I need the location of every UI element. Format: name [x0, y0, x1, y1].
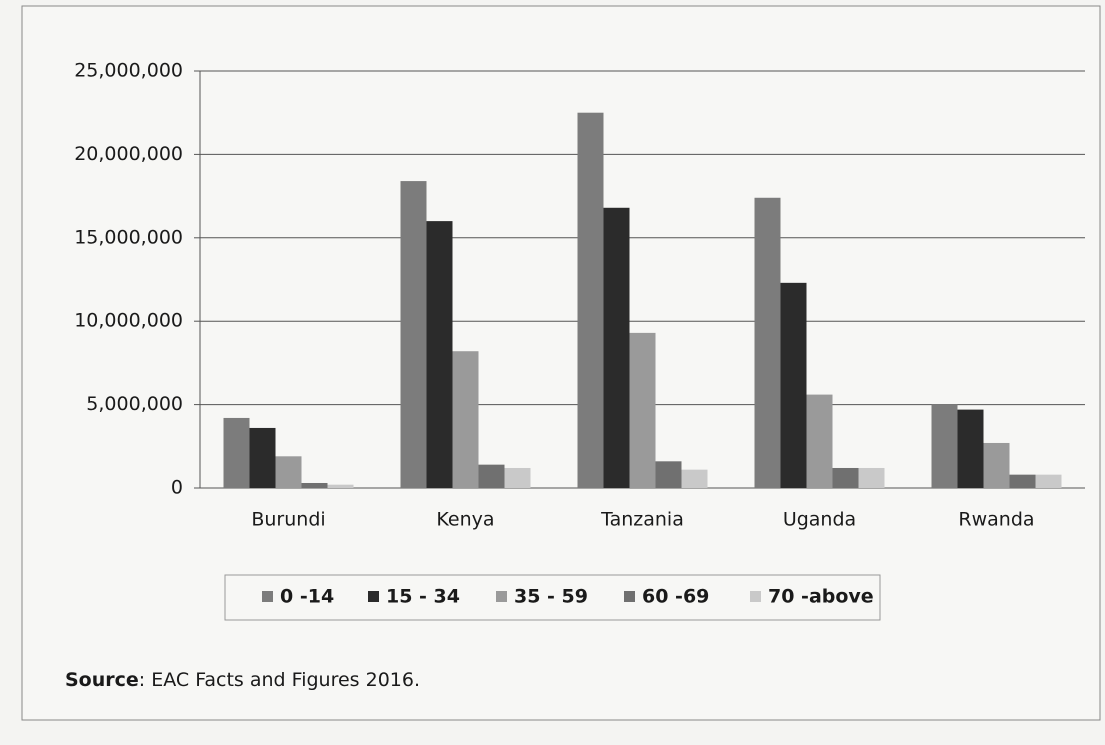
bar	[629, 332, 656, 488]
bar	[249, 427, 276, 488]
x-tick-label: Burundi	[251, 509, 325, 531]
source-label: Source	[65, 669, 139, 691]
y-tick-label: 20,000,000	[74, 143, 183, 165]
bar	[223, 417, 250, 488]
legend-swatch	[262, 591, 273, 602]
x-tick-label: Tanzania	[600, 509, 684, 531]
legend: 0 -14 15 - 34 35 - 59 60 -69 70 -above	[224, 574, 881, 621]
y-tick-label: 15,000,000	[74, 226, 183, 248]
y-tick-label: 0	[171, 477, 183, 499]
legend-label: 15 - 34	[386, 586, 460, 608]
source-text: : EAC Facts and Figures 2016.	[139, 669, 420, 691]
bar	[400, 181, 427, 488]
bar	[858, 467, 885, 488]
bar	[603, 207, 630, 488]
y-tick-label: 10,000,000	[74, 310, 183, 332]
bar	[301, 482, 328, 488]
bar	[931, 404, 958, 488]
bar	[806, 394, 833, 488]
bar	[504, 467, 531, 488]
legend-label: 0 -14	[280, 586, 334, 608]
y-tick-label: 25,000,000	[74, 60, 183, 82]
bar	[655, 461, 682, 488]
y-tick-label: 5,000,000	[86, 393, 183, 415]
legend-swatch	[750, 591, 761, 602]
bar	[1035, 474, 1062, 488]
bar	[681, 469, 708, 488]
bar	[780, 282, 807, 488]
bar	[832, 467, 859, 488]
bar	[327, 484, 354, 488]
chart-border	[21, 5, 1101, 721]
legend-label: 70 -above	[768, 586, 874, 608]
bar	[1009, 474, 1036, 488]
bar	[577, 112, 604, 488]
x-tick-label: Rwanda	[958, 509, 1034, 531]
legend-label: 60 -69	[642, 586, 709, 608]
source-note: Source: EAC Facts and Figures 2016.	[65, 669, 420, 691]
bar	[983, 442, 1010, 488]
bar	[452, 351, 479, 488]
legend-box	[224, 574, 881, 621]
bar	[957, 409, 984, 488]
bar	[275, 456, 302, 488]
bar	[478, 464, 505, 488]
legend-label: 35 - 59	[514, 586, 588, 608]
legend-swatch	[368, 591, 379, 602]
legend-swatch	[496, 591, 507, 602]
bar	[426, 221, 453, 488]
x-tick-label: Uganda	[783, 509, 856, 531]
x-tick-label: Kenya	[436, 509, 494, 531]
bar	[754, 197, 781, 488]
legend-swatch	[624, 591, 635, 602]
